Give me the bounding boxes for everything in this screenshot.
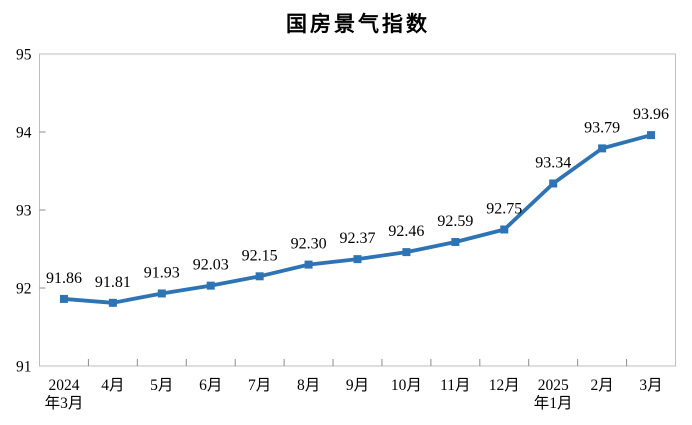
x-axis-tick-label: 5月 bbox=[150, 377, 173, 394]
data-point-label: 92.37 bbox=[340, 230, 376, 247]
plot-border bbox=[39, 53, 676, 367]
chart-title: 国房景气指数 bbox=[286, 12, 430, 36]
data-point-marker bbox=[451, 237, 460, 246]
y-axis-tick-label: 92 bbox=[16, 281, 32, 298]
x-axis-tick-label: 2月 bbox=[590, 377, 613, 394]
data-point-label: 91.93 bbox=[144, 264, 180, 281]
x-axis-tick-label: 2024 bbox=[48, 377, 79, 394]
data-point-label: 91.86 bbox=[46, 270, 82, 287]
x-axis-tick-label: 9月 bbox=[346, 377, 369, 394]
data-point-label: 93.96 bbox=[633, 106, 669, 123]
data-point-marker bbox=[59, 294, 68, 303]
data-point-marker bbox=[500, 225, 509, 234]
x-axis-tick-label: 7月 bbox=[248, 377, 271, 394]
x-axis-tick-label: 6月 bbox=[199, 377, 222, 394]
data-point-marker bbox=[255, 272, 264, 281]
data-point-label: 92.30 bbox=[291, 236, 327, 253]
x-axis-tick-label: 4月 bbox=[101, 377, 124, 394]
data-point-marker bbox=[353, 255, 362, 264]
data-point-label: 92.46 bbox=[388, 223, 424, 240]
x-axis-tick-label: 2025 bbox=[538, 377, 569, 394]
data-point-marker bbox=[402, 248, 411, 257]
x-axis-tick-label: 3月 bbox=[639, 377, 662, 394]
y-axis-tick-label: 95 bbox=[16, 47, 32, 64]
data-point-marker bbox=[108, 298, 117, 307]
data-point-marker bbox=[304, 260, 313, 269]
x-axis-tick-label: 12月 bbox=[489, 377, 520, 394]
y-axis-tick-label: 93 bbox=[16, 203, 32, 220]
x-axis-tick-label: 11月 bbox=[440, 377, 470, 394]
data-point-label: 93.79 bbox=[584, 119, 620, 136]
y-axis-tick-label: 91 bbox=[16, 359, 32, 376]
x-axis-tick-label: 年1月 bbox=[534, 394, 573, 412]
data-point-marker bbox=[647, 131, 656, 140]
x-axis-tick-label: 年3月 bbox=[45, 394, 84, 412]
y-axis-tick-label: 94 bbox=[16, 125, 32, 142]
data-point-marker bbox=[157, 289, 166, 298]
data-point-label: 92.03 bbox=[193, 257, 229, 274]
data-point-marker bbox=[549, 179, 558, 188]
data-point-label: 92.59 bbox=[437, 213, 473, 230]
data-point-label: 91.81 bbox=[95, 274, 131, 291]
x-axis-tick-label: 8月 bbox=[297, 377, 320, 394]
data-point-marker bbox=[206, 281, 215, 290]
data-point-label: 93.34 bbox=[535, 154, 571, 171]
x-axis-tick-label: 10月 bbox=[391, 377, 422, 394]
data-point-label: 92.15 bbox=[242, 247, 278, 264]
data-point-label: 92.75 bbox=[486, 201, 522, 218]
data-point-marker bbox=[598, 144, 607, 153]
